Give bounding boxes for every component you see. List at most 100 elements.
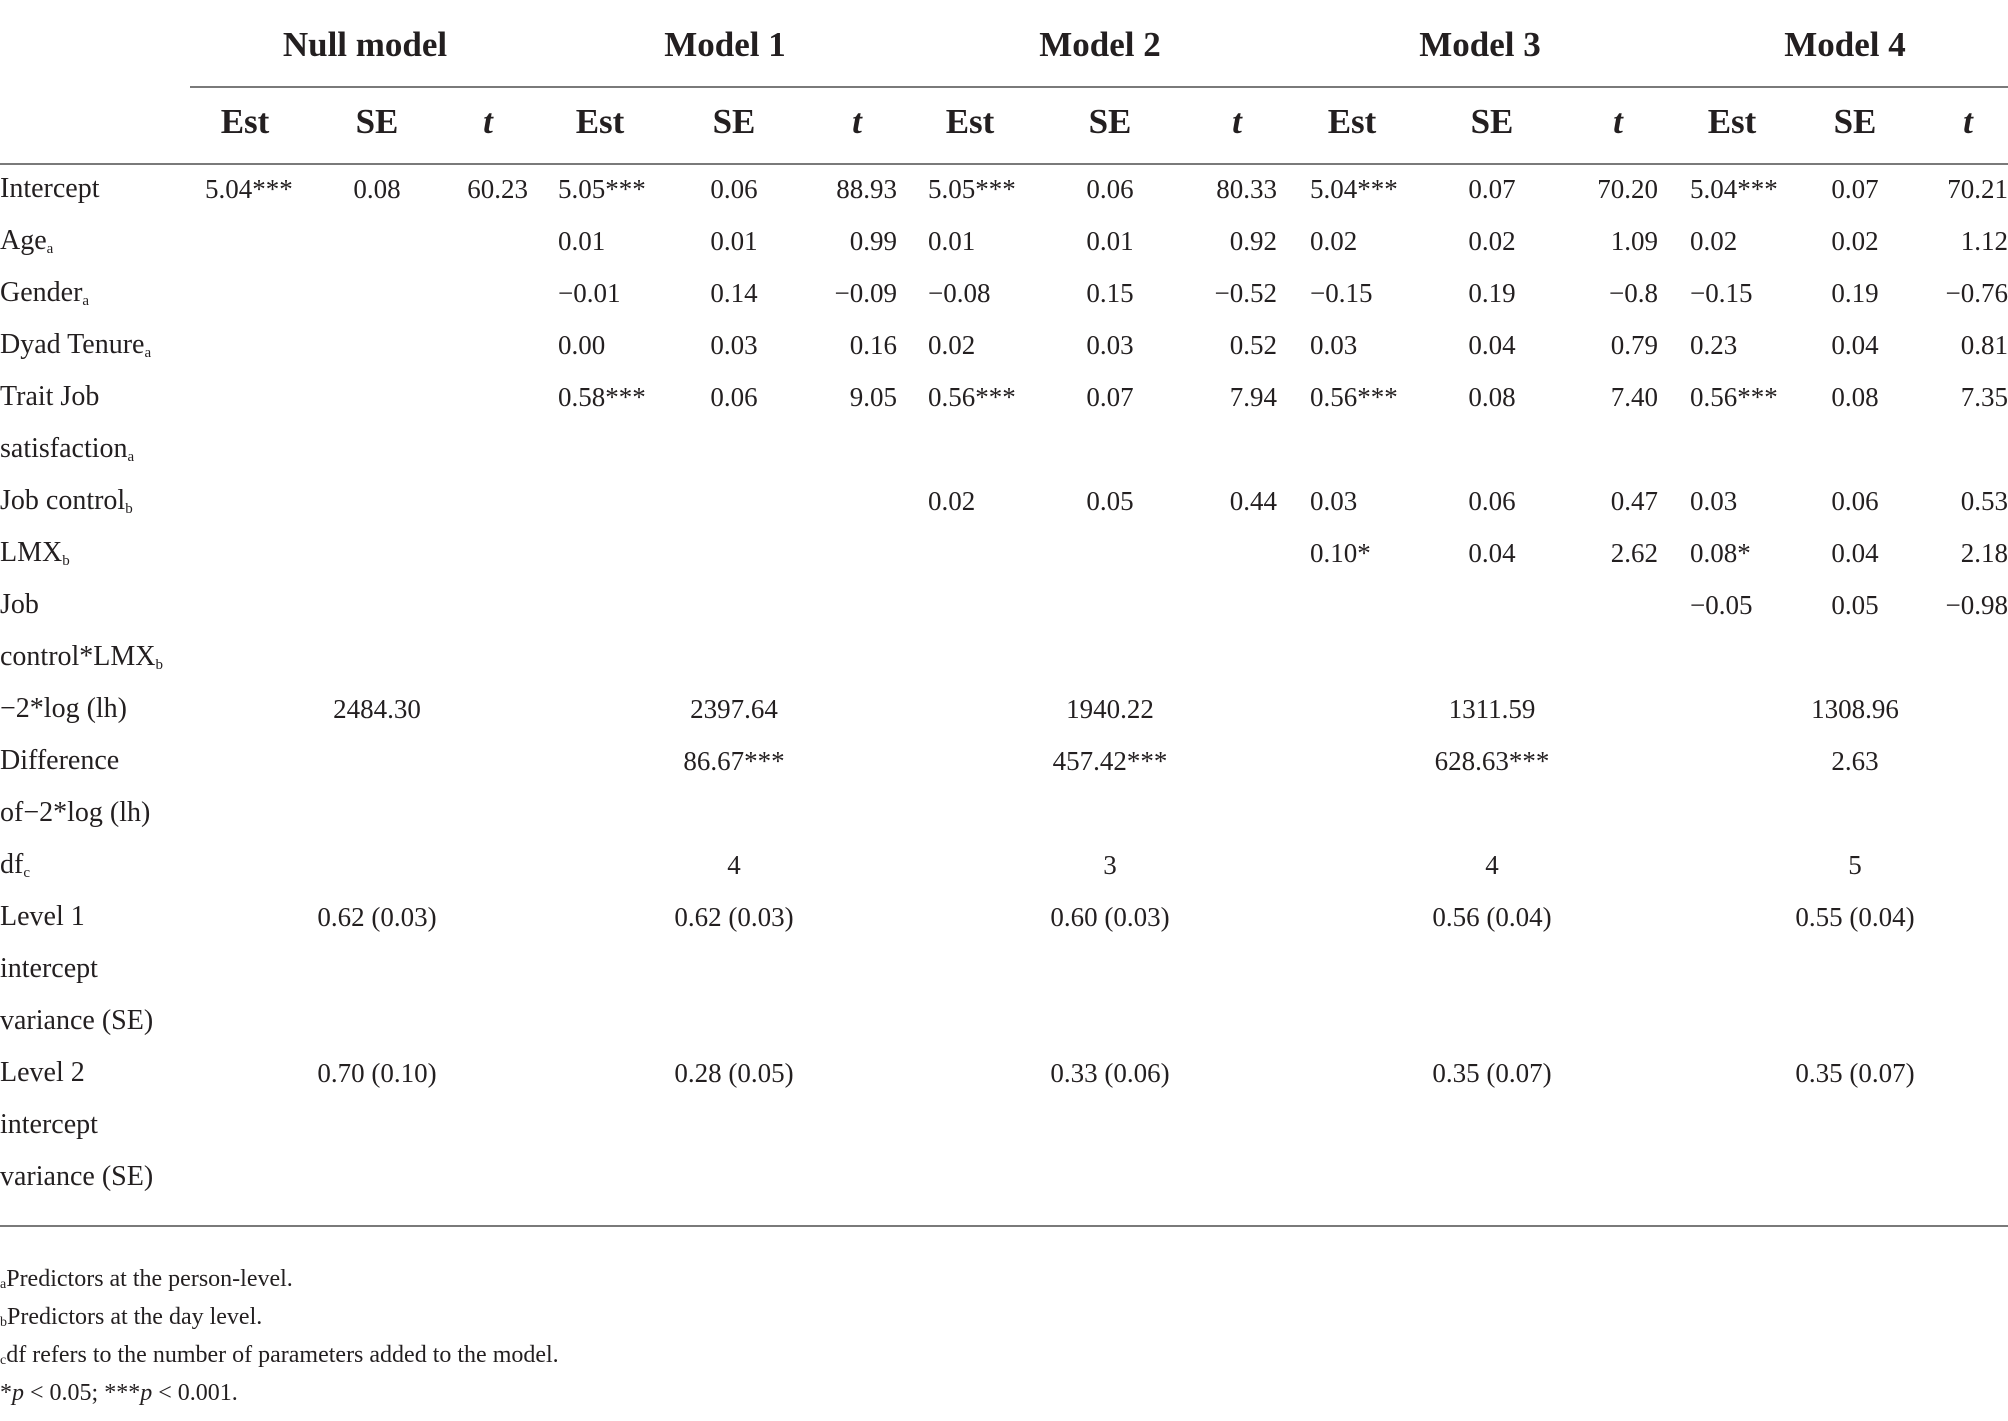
summary-cell: 0.56 (0.04) — [1432, 902, 1552, 932]
column-header-t-3: t — [1232, 102, 1242, 141]
table-cell: 0.03 — [710, 330, 758, 360]
table-cell: 0.81 — [1960, 330, 2008, 360]
row-label-superscript: a — [82, 293, 90, 309]
group-header-model-3: Model 3 — [1419, 25, 1541, 64]
summary-cell: 1940.22 — [1066, 694, 1154, 724]
table-cell: 0.03 — [1310, 486, 1358, 516]
column-header-t-4: t — [1613, 102, 1623, 141]
table-cell: −0.8 — [1609, 278, 1658, 308]
footnote-a: aPredictors at the person-level. — [0, 1260, 293, 1298]
column-header-est-3: Est — [945, 102, 995, 141]
summary-cell: 0.70 (0.10) — [317, 1058, 437, 1088]
summary-cell: 1311.59 — [1448, 694, 1536, 724]
column-header-t-2: t — [852, 102, 862, 141]
summary-label: Difference — [0, 735, 119, 787]
table-cell: 0.79 — [1610, 330, 1658, 360]
summary-cell: 0.62 (0.03) — [674, 902, 794, 932]
table-bottom-rule — [0, 1225, 2008, 1227]
table-cell: 0.05 — [1831, 590, 1879, 620]
table-cell: 0.58*** — [558, 382, 646, 412]
row-label-superscript: a — [144, 345, 152, 361]
column-header-se-5: SE — [1833, 102, 1877, 141]
table-cell: 5.04*** — [1310, 174, 1398, 204]
summary-label: dfc — [0, 839, 30, 891]
table-cell: 5.05*** — [558, 174, 646, 204]
summary-cell: 2397.64 — [690, 694, 778, 724]
table-cell: 7.40 — [1610, 382, 1658, 412]
footnote-a-marker: a — [0, 1277, 7, 1292]
table-cell: 0.04 — [1468, 330, 1516, 360]
table-cell: 0.07 — [1831, 174, 1879, 204]
summary-label: intercept — [0, 943, 98, 995]
summary-cell: 0.62 (0.03) — [317, 902, 437, 932]
summary-cell: 0.60 (0.03) — [1050, 902, 1170, 932]
column-header-se-1: SE — [355, 102, 399, 141]
table-cell: 0.04 — [1468, 538, 1516, 568]
table-cell: −0.15 — [1310, 278, 1373, 308]
column-header-est-2: Est — [575, 102, 625, 141]
table-cell: 60.23 — [467, 174, 528, 204]
table-cell: 0.01 — [710, 226, 758, 256]
summary-cell: 0.35 (0.07) — [1432, 1058, 1552, 1088]
column-header-t-1: t — [483, 102, 493, 141]
footnote-significance: *p < 0.05; ***p < 0.001. — [0, 1374, 238, 1412]
table-cell: 0.02 — [928, 486, 976, 516]
table-cell: 0.08 — [1468, 382, 1516, 412]
group-header-model-4: Model 4 — [1784, 25, 1906, 64]
table-cell: 5.05*** — [928, 174, 1016, 204]
group-header-model-1: Model 1 — [664, 25, 786, 64]
table-cell: 0.03 — [1086, 330, 1134, 360]
row-label: Dyad Tenurea — [0, 319, 151, 371]
table-cell: 0.06 — [710, 382, 758, 412]
table-cell: 1.09 — [1610, 226, 1658, 256]
footnote-c: cdf refers to the number of parameters a… — [0, 1336, 559, 1374]
table-cell: 0.06 — [1468, 486, 1516, 516]
table-cell: 0.08* — [1690, 538, 1751, 568]
table-cell: 5.04*** — [205, 174, 293, 204]
footnote-p1: p — [12, 1380, 24, 1406]
table-cell: 0.01 — [558, 226, 606, 256]
summary-label: intercept — [0, 1099, 98, 1151]
footnote-rest2: < 0.001. — [152, 1380, 238, 1406]
table-cell: 0.07 — [1468, 174, 1516, 204]
row-label: Gendera — [0, 267, 89, 319]
table-cell: 5.04*** — [1690, 174, 1778, 204]
table-cell: 0.19 — [1468, 278, 1516, 308]
table-cell: 70.21 — [1947, 174, 2008, 204]
summary-label-text: Level 2 — [0, 1057, 85, 1088]
table-cell: 0.56*** — [928, 382, 1016, 412]
footnote-c-marker: c — [0, 1353, 7, 1368]
footnote-c-text: df refers to the number of parameters ad… — [6, 1342, 559, 1368]
table-cell: 0.16 — [849, 330, 897, 360]
summary-label: variance (SE) — [0, 1151, 153, 1203]
table-cell: 0.10* — [1310, 538, 1371, 568]
table-cell: 0.23 — [1690, 330, 1738, 360]
footnote-star1: * — [0, 1380, 12, 1406]
summary-cell: 4 — [727, 850, 741, 880]
table-cell: 0.08 — [353, 174, 401, 204]
table-cell: 0.02 — [1310, 226, 1358, 256]
row-label-superscript: b — [125, 501, 133, 517]
summary-label: Level 1 — [0, 891, 85, 943]
summary-label-text: of−2*log (lh) — [0, 797, 151, 828]
summary-label: −2*log (lh) — [0, 683, 127, 735]
footnote-a-text: Predictors at the person-level. — [6, 1266, 293, 1292]
table-cell: 0.99 — [849, 226, 897, 256]
row-label: control*LMXb — [0, 631, 163, 683]
summary-label-text: intercept — [0, 953, 98, 984]
summary-cell: 0.35 (0.07) — [1795, 1058, 1915, 1088]
summary-label-text: variance (SE) — [0, 1161, 154, 1192]
table-cell: 0.03 — [1310, 330, 1358, 360]
table-cell: −0.09 — [834, 278, 897, 308]
summary-cell: 0.55 (0.04) — [1795, 902, 1915, 932]
table-cell: 0.44 — [1229, 486, 1277, 516]
table-cell: 0.02 — [928, 330, 976, 360]
row-label-superscript: b — [62, 553, 70, 569]
row-label-text: Intercept — [0, 173, 100, 204]
footnote-b-text: Predictors at the day level. — [7, 1304, 263, 1330]
row-label: Trait Job — [0, 371, 99, 423]
table-cell: 1.12 — [1960, 226, 2008, 256]
table-cell: 2.18 — [1960, 538, 2008, 568]
row-label-text: Dyad Tenure — [0, 329, 145, 360]
